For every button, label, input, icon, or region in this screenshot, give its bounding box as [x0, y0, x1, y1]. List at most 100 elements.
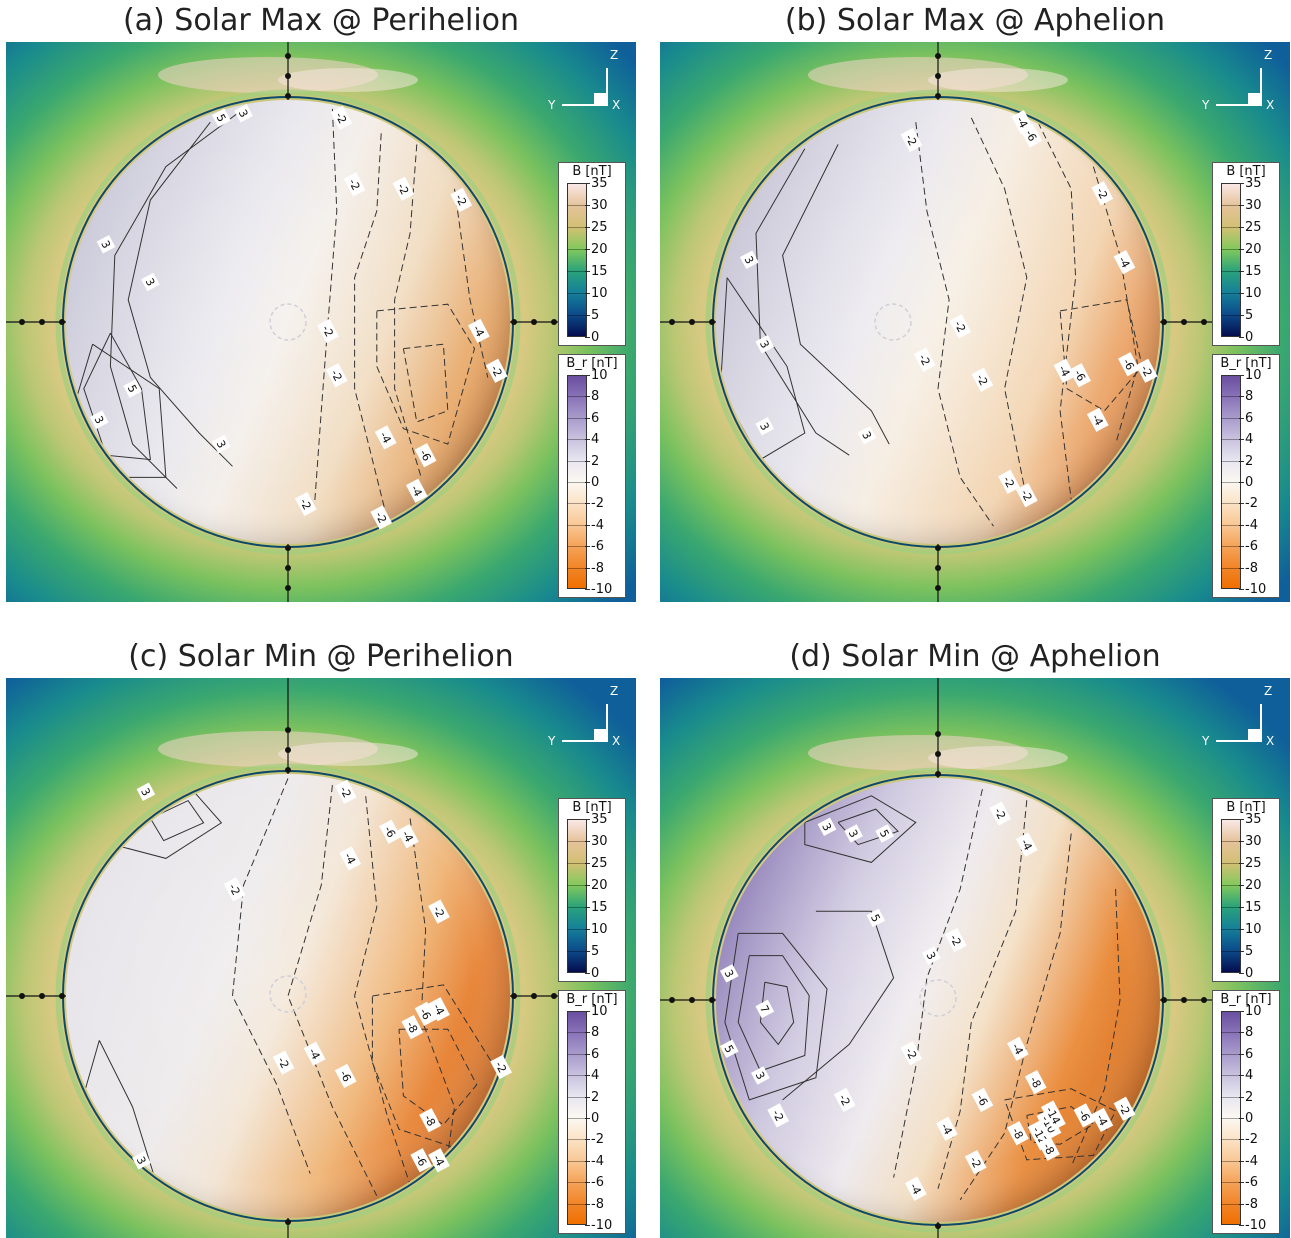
panel-title: (a) Solar Max @ Perihelion [122, 3, 520, 38]
panel-c: (c) Solar Min @ Perihelion 3 -2 -6 -4 -4 -2 -2… [6, 638, 636, 1238]
axis-triad: Z Y X [1202, 684, 1282, 764]
colorbar-tick-label: -4 [585, 517, 604, 533]
axis-label-y: Y [1202, 98, 1210, 112]
colorbar-tick-label: 5 [1238, 308, 1254, 323]
colorbar-tick-label: 0 [584, 330, 600, 345]
panel-b: (b) Solar Max @ Aphelion -2 -4 -6 -2 -2 -4 3 3 3… [660, 2, 1290, 602]
svg-text:-4: -4 [1018, 837, 1035, 853]
panel-d: (d) Solar Min @ Aphelion -2 -4 3 3 5 5 3 7 3 5 3 -2… [660, 638, 1290, 1238]
contour-label: -6 [379, 819, 401, 844]
colorbar-tick-label: 30 [585, 198, 608, 213]
svg-text:-4: -4 [306, 1046, 323, 1062]
contour-label: 3 [857, 425, 877, 445]
colorbar-tick-label: 15 [585, 900, 608, 915]
colorbar-tick-label: 0 [1238, 966, 1254, 981]
axis-label-x: X [612, 734, 621, 748]
contour-label: -2 [343, 172, 366, 197]
negative-contour [371, 984, 500, 1153]
colorbar-tick-label: -6 [1239, 1175, 1258, 1191]
contour-label: -2 [989, 801, 1012, 826]
axis-dot [1201, 997, 1207, 1003]
svg-text:-2: -2 [275, 1055, 292, 1071]
axis-dot [935, 93, 941, 99]
contour-label: -4 [405, 478, 428, 503]
axis-dot [59, 993, 65, 999]
contour-label: -2 [272, 1050, 295, 1075]
colorbar-tick-label: 5 [1238, 944, 1254, 959]
colorbar-b-magnitude: B [nT] 35 30 25 20 15 10 5 0 [558, 798, 626, 982]
contour-label: 3 [921, 946, 941, 965]
contour-label: -2 [223, 877, 246, 902]
contour-label: -2 [900, 127, 923, 153]
contour-label: -6 [1069, 363, 1091, 388]
colorbar-tick-label: 15 [1239, 900, 1262, 915]
axis-dot [935, 73, 941, 79]
contour-label: 3 [212, 434, 231, 454]
axis-label-x: X [1266, 98, 1275, 112]
axis-dot [285, 585, 291, 591]
contour-label: -2 [317, 318, 339, 344]
contour-label: -8 [401, 1014, 424, 1040]
contour-label: -6 [1118, 352, 1140, 377]
contour-label: -2 [1015, 483, 1038, 508]
contour-label: -2 [330, 105, 353, 130]
colorbar-tick-label: 20 [1239, 242, 1262, 257]
colorbar-tick-label: -4 [585, 1153, 604, 1169]
positive-contour [724, 932, 828, 1101]
colorbar-b-magnitude: B [nT] 35 30 25 20 15 10 5 0 [1212, 162, 1280, 346]
colorbar-tick-label: 15 [585, 264, 608, 279]
positive-contour [127, 121, 233, 467]
positive-contour [719, 277, 806, 461]
svg-text:-2: -2 [226, 882, 243, 898]
colorbar-tick-label: 2 [1238, 1089, 1254, 1105]
svg-text:-8: -8 [1009, 1126, 1026, 1142]
axis-dot [511, 319, 517, 325]
axis-label-z: Z [610, 684, 619, 698]
contour-label: -6 [414, 443, 437, 468]
svg-text:-6: -6 [1120, 357, 1137, 373]
contour-label: -2 [294, 491, 317, 517]
colorbar-tick-label: 10 [585, 922, 608, 937]
negative-contour [970, 117, 1028, 500]
colorbar-tick-label: 25 [585, 856, 608, 871]
colorbar-tick-label: -4 [1239, 517, 1258, 533]
axis-dot [531, 319, 537, 325]
colorbar-tick-label: 4 [1238, 1068, 1254, 1084]
svg-text:-4: -4 [430, 1002, 447, 1018]
contour-label: -2 [1091, 181, 1114, 206]
contour-label: -4 [468, 318, 490, 344]
positive-contour [782, 144, 890, 445]
svg-text:-2: -2 [903, 1046, 920, 1062]
contour-label: 7 [755, 999, 775, 1019]
axis-dot [285, 565, 291, 571]
contour-label: -6 [410, 1148, 433, 1173]
contour-label: 3 [751, 1066, 770, 1085]
colorbar-tick-label: 0 [1238, 1111, 1254, 1126]
negative-contour [354, 133, 389, 522]
axis-dot [935, 585, 941, 591]
contour-label: -4 [397, 824, 419, 849]
axis-dot [551, 993, 557, 999]
contour-label: -2 [998, 469, 1020, 494]
colorbar-tick-label: -6 [585, 1175, 604, 1191]
axis-dot [709, 997, 715, 1003]
axis-dot [935, 545, 941, 551]
positive-contour [782, 910, 895, 1101]
colorbar-tick-label: 20 [585, 242, 608, 257]
colorbar-tick-label: 25 [585, 220, 608, 235]
svg-text:-8: -8 [404, 1019, 421, 1035]
colorbar-br-radial: B_r [nT] 10 8 6 4 2 0 -2 -4 -6 -8 -10 [1212, 354, 1280, 598]
contour-label: -8 [1007, 1121, 1029, 1146]
contour-label: -6 [971, 1087, 994, 1113]
axis-dot [39, 319, 45, 325]
svg-text:-4: -4 [1056, 363, 1073, 379]
negative-contour [398, 1028, 478, 1126]
colorbar-tick-label: 6 [1238, 410, 1254, 426]
axis-triad: Z Y X [548, 48, 628, 128]
colorbar-tick-label: 6 [584, 1046, 600, 1062]
colorbar-tick-label: -6 [585, 539, 604, 555]
